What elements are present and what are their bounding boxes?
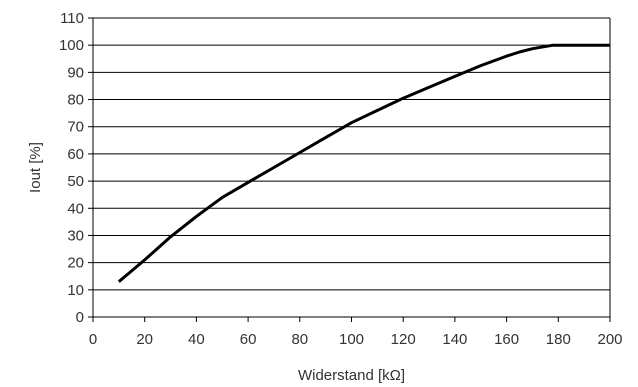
x-tick-label-20: 20 xyxy=(136,331,153,348)
y-tick-label-60: 60 xyxy=(67,146,84,163)
y-tick-label-0: 0 xyxy=(76,309,84,326)
grid-lines xyxy=(93,17,610,291)
series-layer xyxy=(117,43,610,283)
x-tick-label-200: 200 xyxy=(597,331,622,348)
y-tick-label-50: 50 xyxy=(67,173,84,190)
y-tick-label-80: 80 xyxy=(67,92,84,109)
y-axis-title: Iout [%] xyxy=(27,142,44,193)
y-axis-ticks: 0 10 20 30 40 50 60 70 80 90 100 110 xyxy=(59,10,93,326)
axes xyxy=(92,18,611,318)
x-tick-label-160: 160 xyxy=(494,331,519,348)
y-tick-label-20: 20 xyxy=(67,255,84,272)
x-tick-label-140: 140 xyxy=(442,331,467,348)
y-tick-label-40: 40 xyxy=(67,200,84,217)
x-tick-label-120: 120 xyxy=(391,331,416,348)
series-line-0 xyxy=(117,43,610,283)
x-axis-title: Widerstand [kΩ] xyxy=(298,367,405,384)
x-tick-label-60: 60 xyxy=(240,331,257,348)
x-axis-ticks: 0 20 40 60 80 100 120 140 160 180 200 xyxy=(89,317,623,348)
x-tick-label-0: 0 xyxy=(89,331,97,348)
y-tick-label-10: 10 xyxy=(67,282,84,299)
x-tick-label-100: 100 xyxy=(339,331,364,348)
x-tick-label-80: 80 xyxy=(291,331,308,348)
y-tick-label-30: 30 xyxy=(67,227,84,244)
y-tick-label-70: 70 xyxy=(67,119,84,136)
y-tick-label-100: 100 xyxy=(59,37,84,54)
x-tick-label-180: 180 xyxy=(546,331,571,348)
y-tick-label-90: 90 xyxy=(67,64,84,81)
y-tick-label-110: 110 xyxy=(60,10,84,27)
x-tick-label-40: 40 xyxy=(188,331,205,348)
